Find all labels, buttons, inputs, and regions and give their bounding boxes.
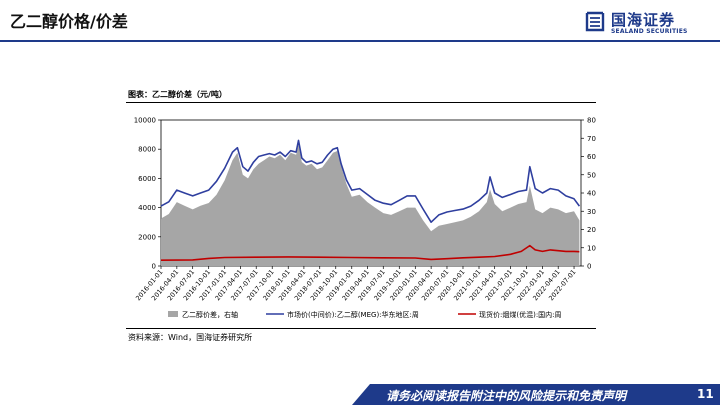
- page-title: 乙二醇价格/价差: [10, 12, 128, 31]
- y-right-tick-label: 7000: [587, 135, 596, 143]
- brand-name-en: SEALAND SECURITIES: [611, 28, 688, 35]
- y-left-tick-label: 0: [152, 263, 156, 271]
- y-right-tick-label: 6000: [587, 153, 596, 161]
- brand-name-cn: 国海证券: [611, 11, 676, 29]
- header-divider: [0, 40, 720, 42]
- y-right-tick-label: 1000: [587, 244, 596, 252]
- y-left-tick-label: 10000: [134, 117, 156, 125]
- footer-slant: [352, 384, 370, 405]
- y-left-tick-label: 6000: [138, 175, 156, 183]
- disclaimer-text: 请务必阅读报告附注中的风险提示和免责声明: [386, 389, 627, 403]
- y-left-tick-label: 2000: [138, 233, 156, 241]
- y-right-tick-label: 4000: [587, 190, 596, 198]
- y-right-tick-label: 8000: [587, 117, 596, 125]
- footer-bar: [370, 384, 720, 405]
- figure-caption: 图表：乙二醇价差（元/吨）: [128, 90, 227, 99]
- legend-swatch-spread: [168, 311, 178, 317]
- y-left-tick-label: 8000: [138, 146, 156, 154]
- spot-price-line: [160, 244, 580, 261]
- price-spread-chart: 0 2000 4000 6000 8000 10000 0 1000 2000 3000 4000 5…: [134, 117, 596, 320]
- brand-logo: 国海证券 SEALAND SECURITIES: [585, 8, 715, 38]
- y-right-tick-label: 3000: [587, 208, 596, 216]
- spread-area-series: [161, 143, 580, 266]
- page-number: 11: [697, 387, 714, 401]
- y-right-tick-label: 2000: [587, 226, 596, 234]
- y-left-tick-label: 4000: [138, 204, 156, 212]
- market-price-line: [160, 139, 581, 223]
- caption-rule: [126, 102, 596, 103]
- figure-source: 资料来源：Wind，国海证券研究所: [128, 333, 253, 342]
- source-rule: [126, 328, 596, 329]
- legend-label-spread: 乙二醇价差，右轴: [182, 310, 238, 319]
- y-right-tick-label: 5000: [587, 171, 596, 179]
- legend-label-spot: 现货价:烟煤(优混):国内:周: [479, 310, 562, 319]
- legend-label-market: 市场价(中间价):乙二醇(MEG):华东地区:周: [287, 310, 419, 319]
- y-right-tick-label: 0: [587, 263, 591, 271]
- brand-mark-icon: [585, 11, 605, 32]
